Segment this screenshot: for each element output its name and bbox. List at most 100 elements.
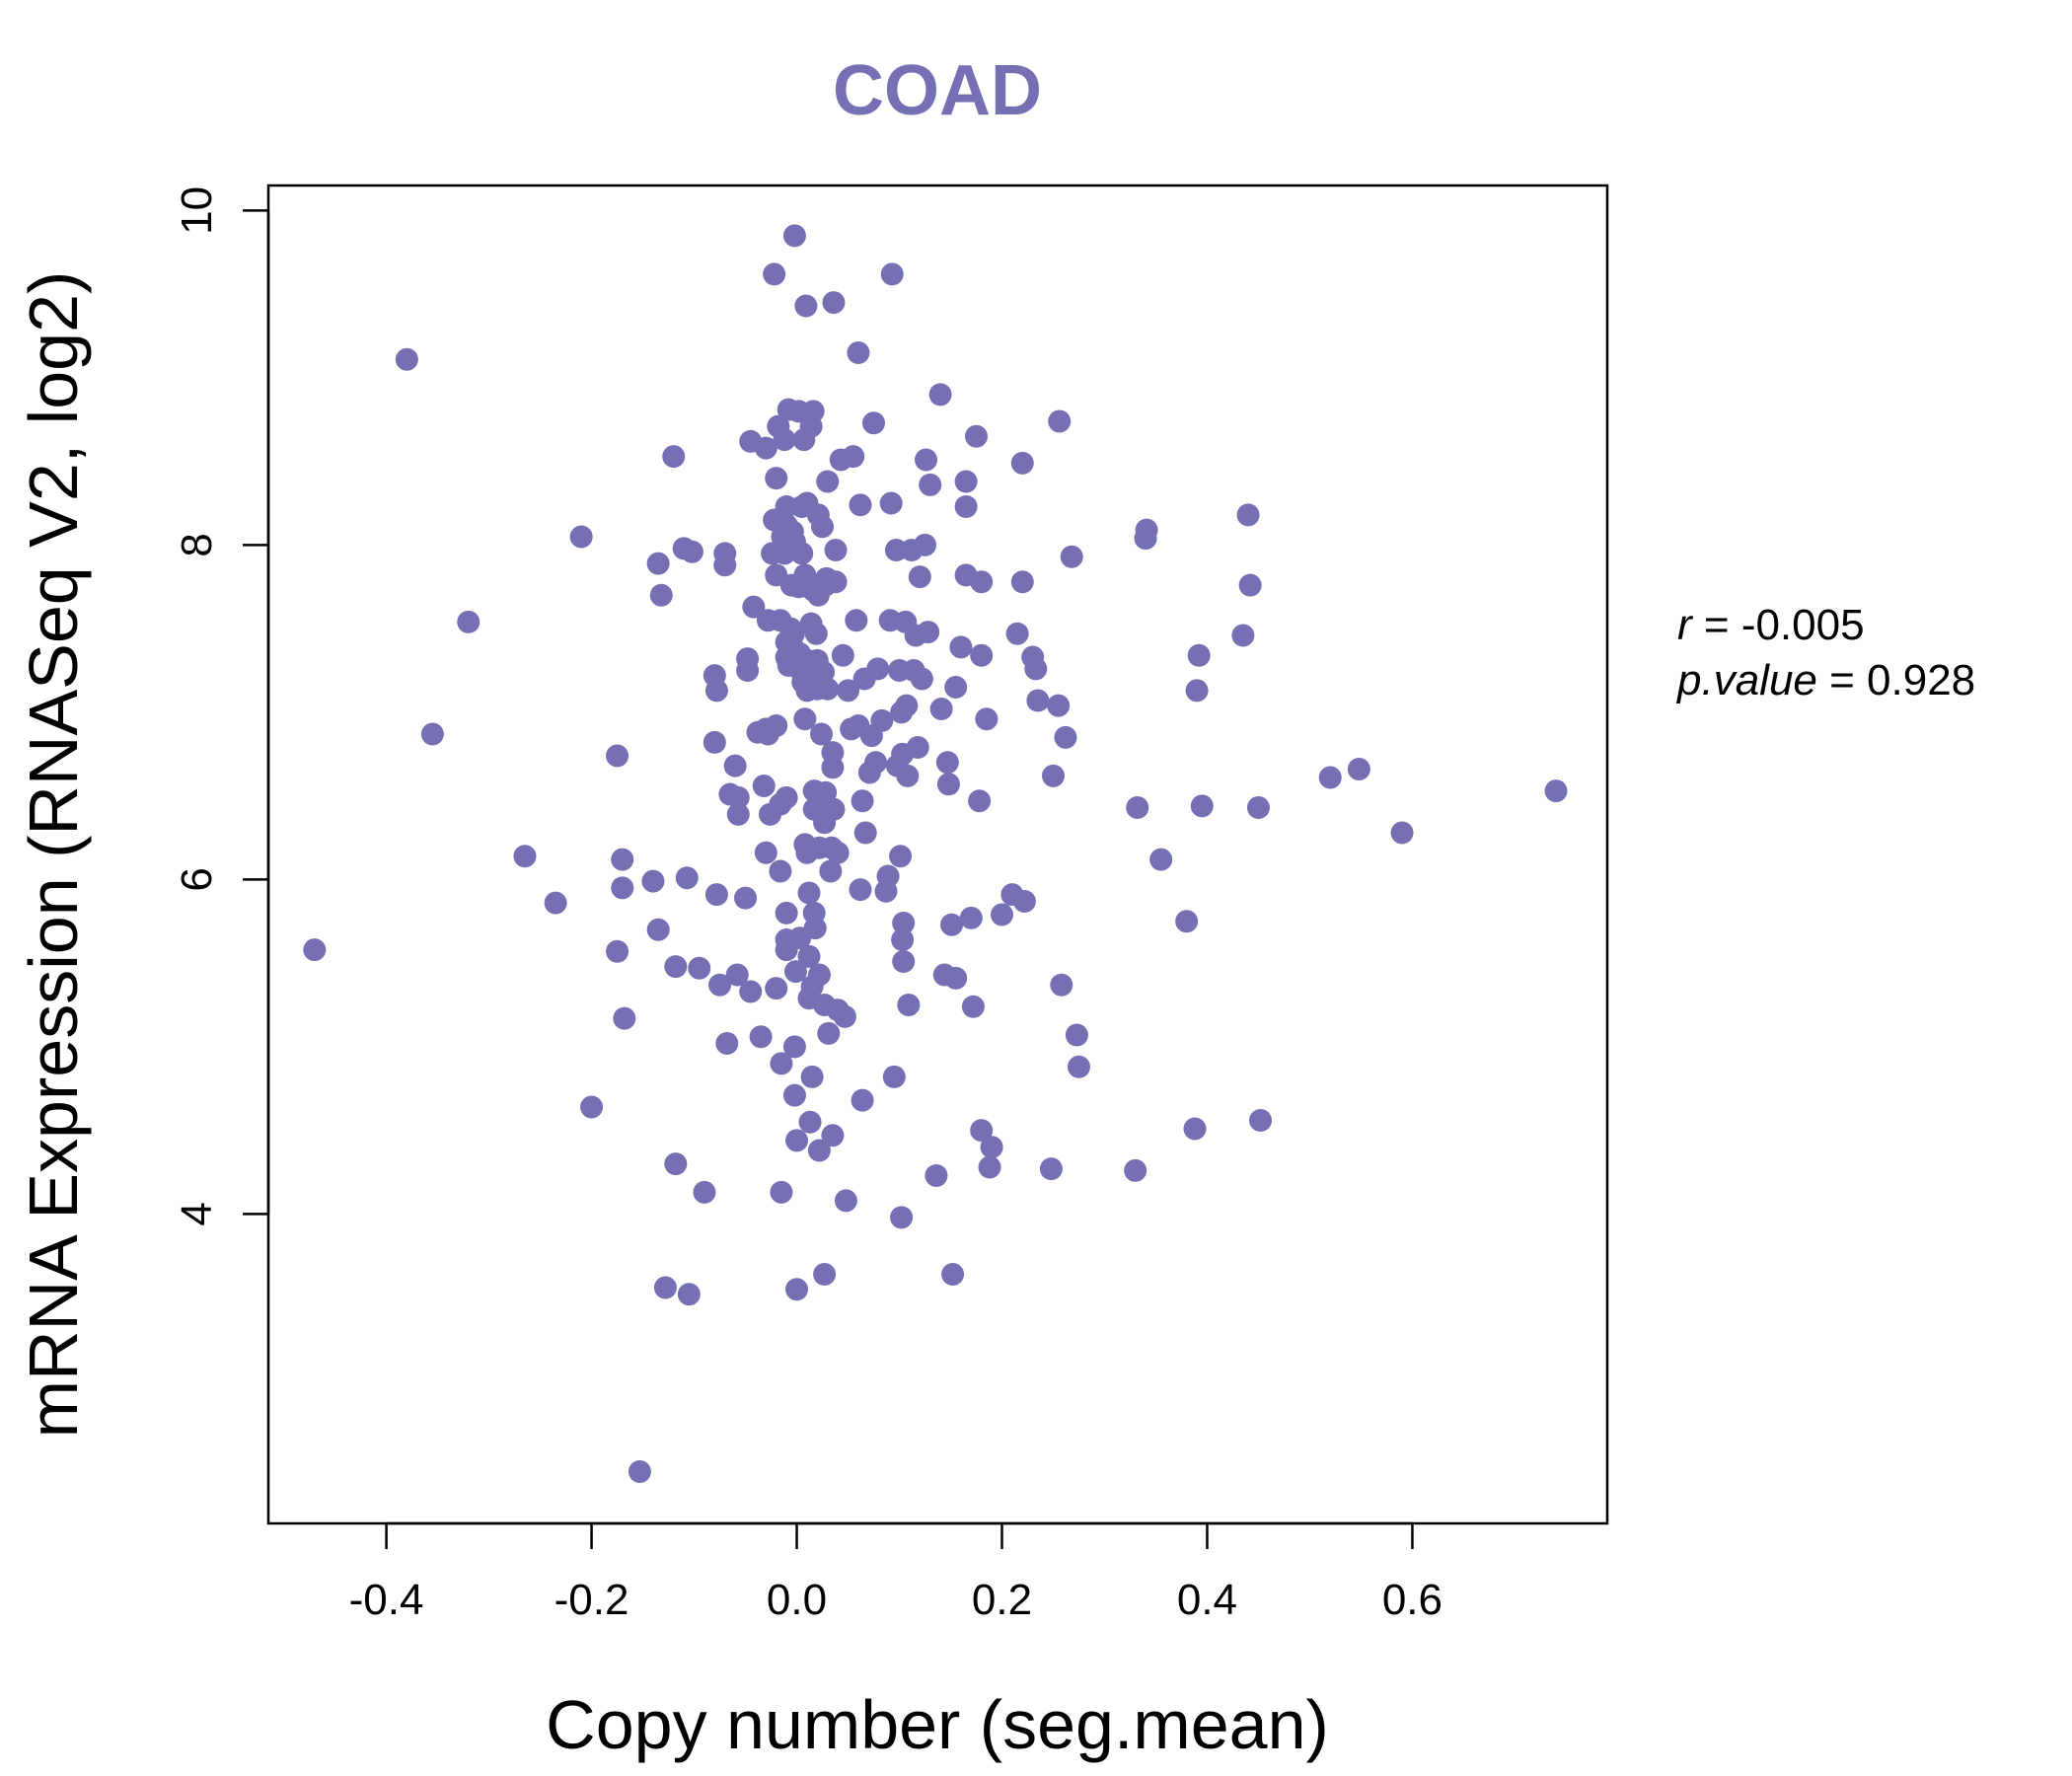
- data-point: [734, 886, 758, 910]
- data-point: [1005, 622, 1029, 645]
- data-point: [752, 775, 776, 798]
- p-label: p.value: [1675, 656, 1817, 704]
- data-point: [817, 1021, 841, 1045]
- data-point: [664, 1152, 688, 1176]
- data-point: [736, 647, 760, 671]
- data-point: [782, 224, 806, 248]
- data-point: [420, 722, 444, 746]
- data-point: [782, 1083, 806, 1107]
- data-point: [513, 845, 537, 868]
- data-point: [919, 473, 942, 496]
- data-point: [775, 785, 798, 809]
- data-point: [775, 901, 798, 925]
- data-point: [892, 911, 916, 934]
- data-point: [662, 445, 686, 469]
- data-point: [822, 291, 846, 315]
- data-point: [837, 679, 860, 703]
- x-tick-label: -0.2: [555, 1576, 629, 1624]
- data-point: [1183, 1117, 1207, 1141]
- data-point: [754, 841, 777, 864]
- data-point: [1012, 889, 1036, 913]
- data-point: [879, 491, 903, 515]
- x-axis: -0.4 -0.2 0.0 0.2 0.4 0.6: [349, 1521, 1443, 1624]
- data-point: [785, 1278, 809, 1301]
- data-point: [715, 1032, 739, 1056]
- data-point: [646, 552, 670, 575]
- data-point: [1050, 973, 1073, 997]
- data-point: [1236, 503, 1260, 527]
- data-point: [917, 621, 940, 644]
- x-tick-label: 0.4: [1177, 1576, 1237, 1624]
- data-point: [910, 667, 933, 691]
- data-point: [954, 470, 978, 493]
- data-point: [970, 643, 994, 667]
- data-point: [866, 657, 890, 681]
- data-point: [703, 730, 726, 754]
- data-point: [975, 707, 999, 731]
- data-point: [1126, 796, 1149, 820]
- data-point: [675, 866, 699, 890]
- data-point: [1048, 409, 1072, 433]
- data-point: [1318, 766, 1342, 789]
- data-point: [1060, 545, 1083, 568]
- data-point: [842, 445, 865, 469]
- data-point: [1047, 694, 1071, 717]
- data-point: [824, 539, 848, 562]
- data-point: [1054, 725, 1077, 749]
- data-point: [704, 679, 728, 703]
- data-point: [970, 570, 994, 594]
- data-point: [809, 722, 833, 746]
- data-point: [723, 754, 747, 777]
- data-point: [580, 1095, 604, 1119]
- data-point: [851, 1088, 874, 1112]
- data-point: [819, 859, 843, 883]
- data-point: [949, 635, 973, 659]
- data-point: [1065, 1023, 1088, 1047]
- p-stat: p.value = 0.928: [1675, 656, 1975, 704]
- data-point: [929, 698, 953, 721]
- r-stat: r = -0.005: [1677, 601, 1865, 649]
- data-point: [914, 533, 937, 556]
- data-point: [641, 869, 665, 893]
- data-point: [1024, 657, 1048, 681]
- data-point: [936, 773, 960, 796]
- data-points: [303, 224, 1568, 1483]
- data-point: [990, 903, 1013, 926]
- data-point: [1185, 679, 1209, 703]
- data-point: [889, 845, 913, 868]
- data-point: [457, 610, 481, 633]
- r-label: r: [1677, 601, 1694, 649]
- x-tick-label: 0.6: [1382, 1576, 1443, 1624]
- data-point: [845, 609, 868, 632]
- data-point: [895, 694, 919, 717]
- data-point: [770, 1180, 793, 1204]
- data-point: [693, 1180, 716, 1204]
- data-point: [968, 789, 992, 813]
- x-axis-title: Copy number (seg.mean): [546, 1686, 1329, 1763]
- data-point: [783, 960, 807, 984]
- data-point: [1175, 910, 1199, 933]
- data-point: [864, 751, 888, 775]
- data-point: [862, 411, 886, 435]
- x-tick-label: -0.4: [349, 1576, 424, 1624]
- data-point: [1231, 624, 1255, 647]
- data-point: [964, 424, 988, 448]
- data-point: [849, 493, 872, 517]
- data-point: [1067, 1055, 1090, 1078]
- data-point: [688, 956, 711, 980]
- y-tick-label: 4: [173, 1202, 221, 1225]
- y-tick-label: 8: [173, 533, 221, 556]
- y-tick-label: 10: [173, 186, 221, 235]
- data-point: [970, 1119, 994, 1143]
- data-point: [677, 1283, 701, 1306]
- data-point: [798, 1110, 822, 1134]
- data-point: [395, 347, 418, 371]
- data-point: [611, 876, 634, 900]
- chart-title: COAD: [833, 51, 1042, 130]
- data-point: [790, 542, 814, 565]
- data-point: [897, 994, 921, 1017]
- data-point: [851, 789, 874, 813]
- data-point: [876, 864, 900, 888]
- data-point: [765, 467, 788, 490]
- data-point: [653, 1276, 677, 1299]
